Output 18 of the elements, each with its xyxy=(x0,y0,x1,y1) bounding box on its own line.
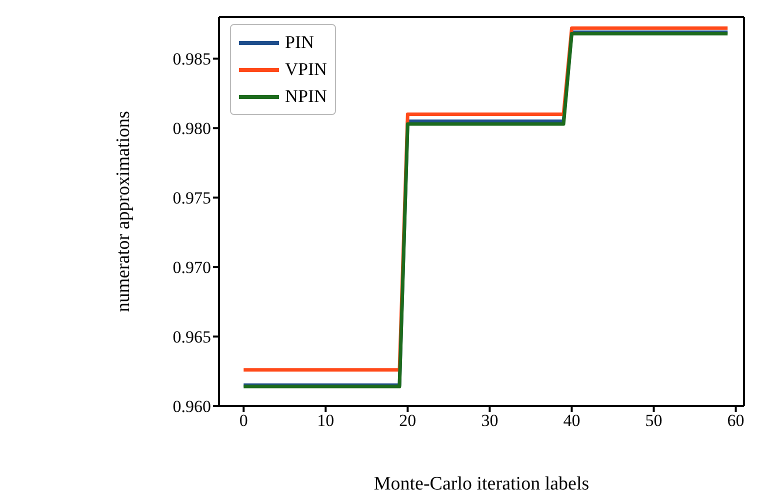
y-tick-label: 0.980 xyxy=(172,119,212,138)
y-tick-label: 0.970 xyxy=(172,258,212,278)
y-tick-label: 0.985 xyxy=(172,50,212,69)
x-axis-title: Monte-Carlo iteration labels xyxy=(374,473,590,494)
y-tick-label: 0.965 xyxy=(172,328,212,347)
y-axis-title: numerator approximations xyxy=(112,110,134,312)
x-tick-label: 10 xyxy=(317,411,334,430)
legend-label: VPIN xyxy=(285,58,328,81)
x-tick-label: 30 xyxy=(481,411,498,430)
x-tick-label: 50 xyxy=(645,411,662,430)
x-tick-label: 20 xyxy=(399,411,416,430)
x-tick-label: 60 xyxy=(727,411,744,430)
legend-label: PIN xyxy=(285,31,314,54)
legend-label: NPIN xyxy=(285,85,328,108)
y-tick-label: 0.975 xyxy=(172,188,212,208)
x-tick-label: 40 xyxy=(563,411,580,430)
y-tick-label: 0.960 xyxy=(172,397,212,416)
x-tick-label: 0 xyxy=(239,411,248,430)
